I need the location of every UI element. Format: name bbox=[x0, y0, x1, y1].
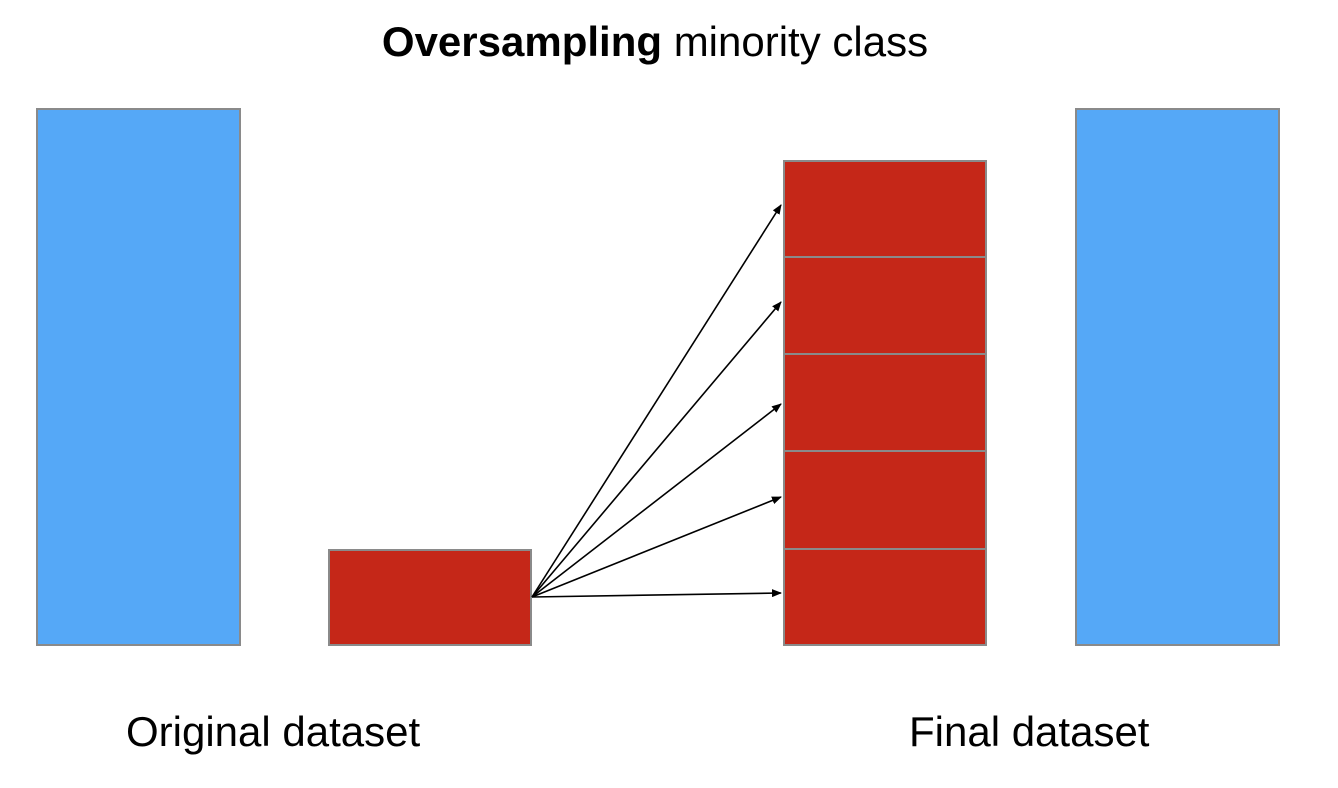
arrow-to-copy-3 bbox=[531, 403, 782, 598]
arrow-to-copy-5 bbox=[531, 589, 782, 598]
final-majority-block bbox=[1075, 108, 1280, 646]
title-regular-text: minority class bbox=[673, 18, 929, 65]
original-minority-block bbox=[328, 549, 532, 646]
diagram-title: Oversampling minority class bbox=[0, 16, 1310, 68]
arrow-to-copy-4 bbox=[531, 496, 782, 598]
arrow-to-copy-2 bbox=[531, 301, 782, 598]
original-majority-block bbox=[36, 108, 241, 646]
arrow-to-copy-1 bbox=[531, 204, 782, 598]
original-dataset-caption: Original dataset bbox=[126, 708, 421, 755]
final-minority-copy-3 bbox=[783, 353, 987, 452]
final-minority-copy-1 bbox=[783, 160, 987, 258]
final-dataset-caption: Final dataset bbox=[909, 708, 1150, 755]
final-minority-copy-4 bbox=[783, 450, 987, 550]
final-minority-copy-5 bbox=[783, 548, 987, 646]
title-bold-text: Oversampling bbox=[381, 18, 663, 65]
